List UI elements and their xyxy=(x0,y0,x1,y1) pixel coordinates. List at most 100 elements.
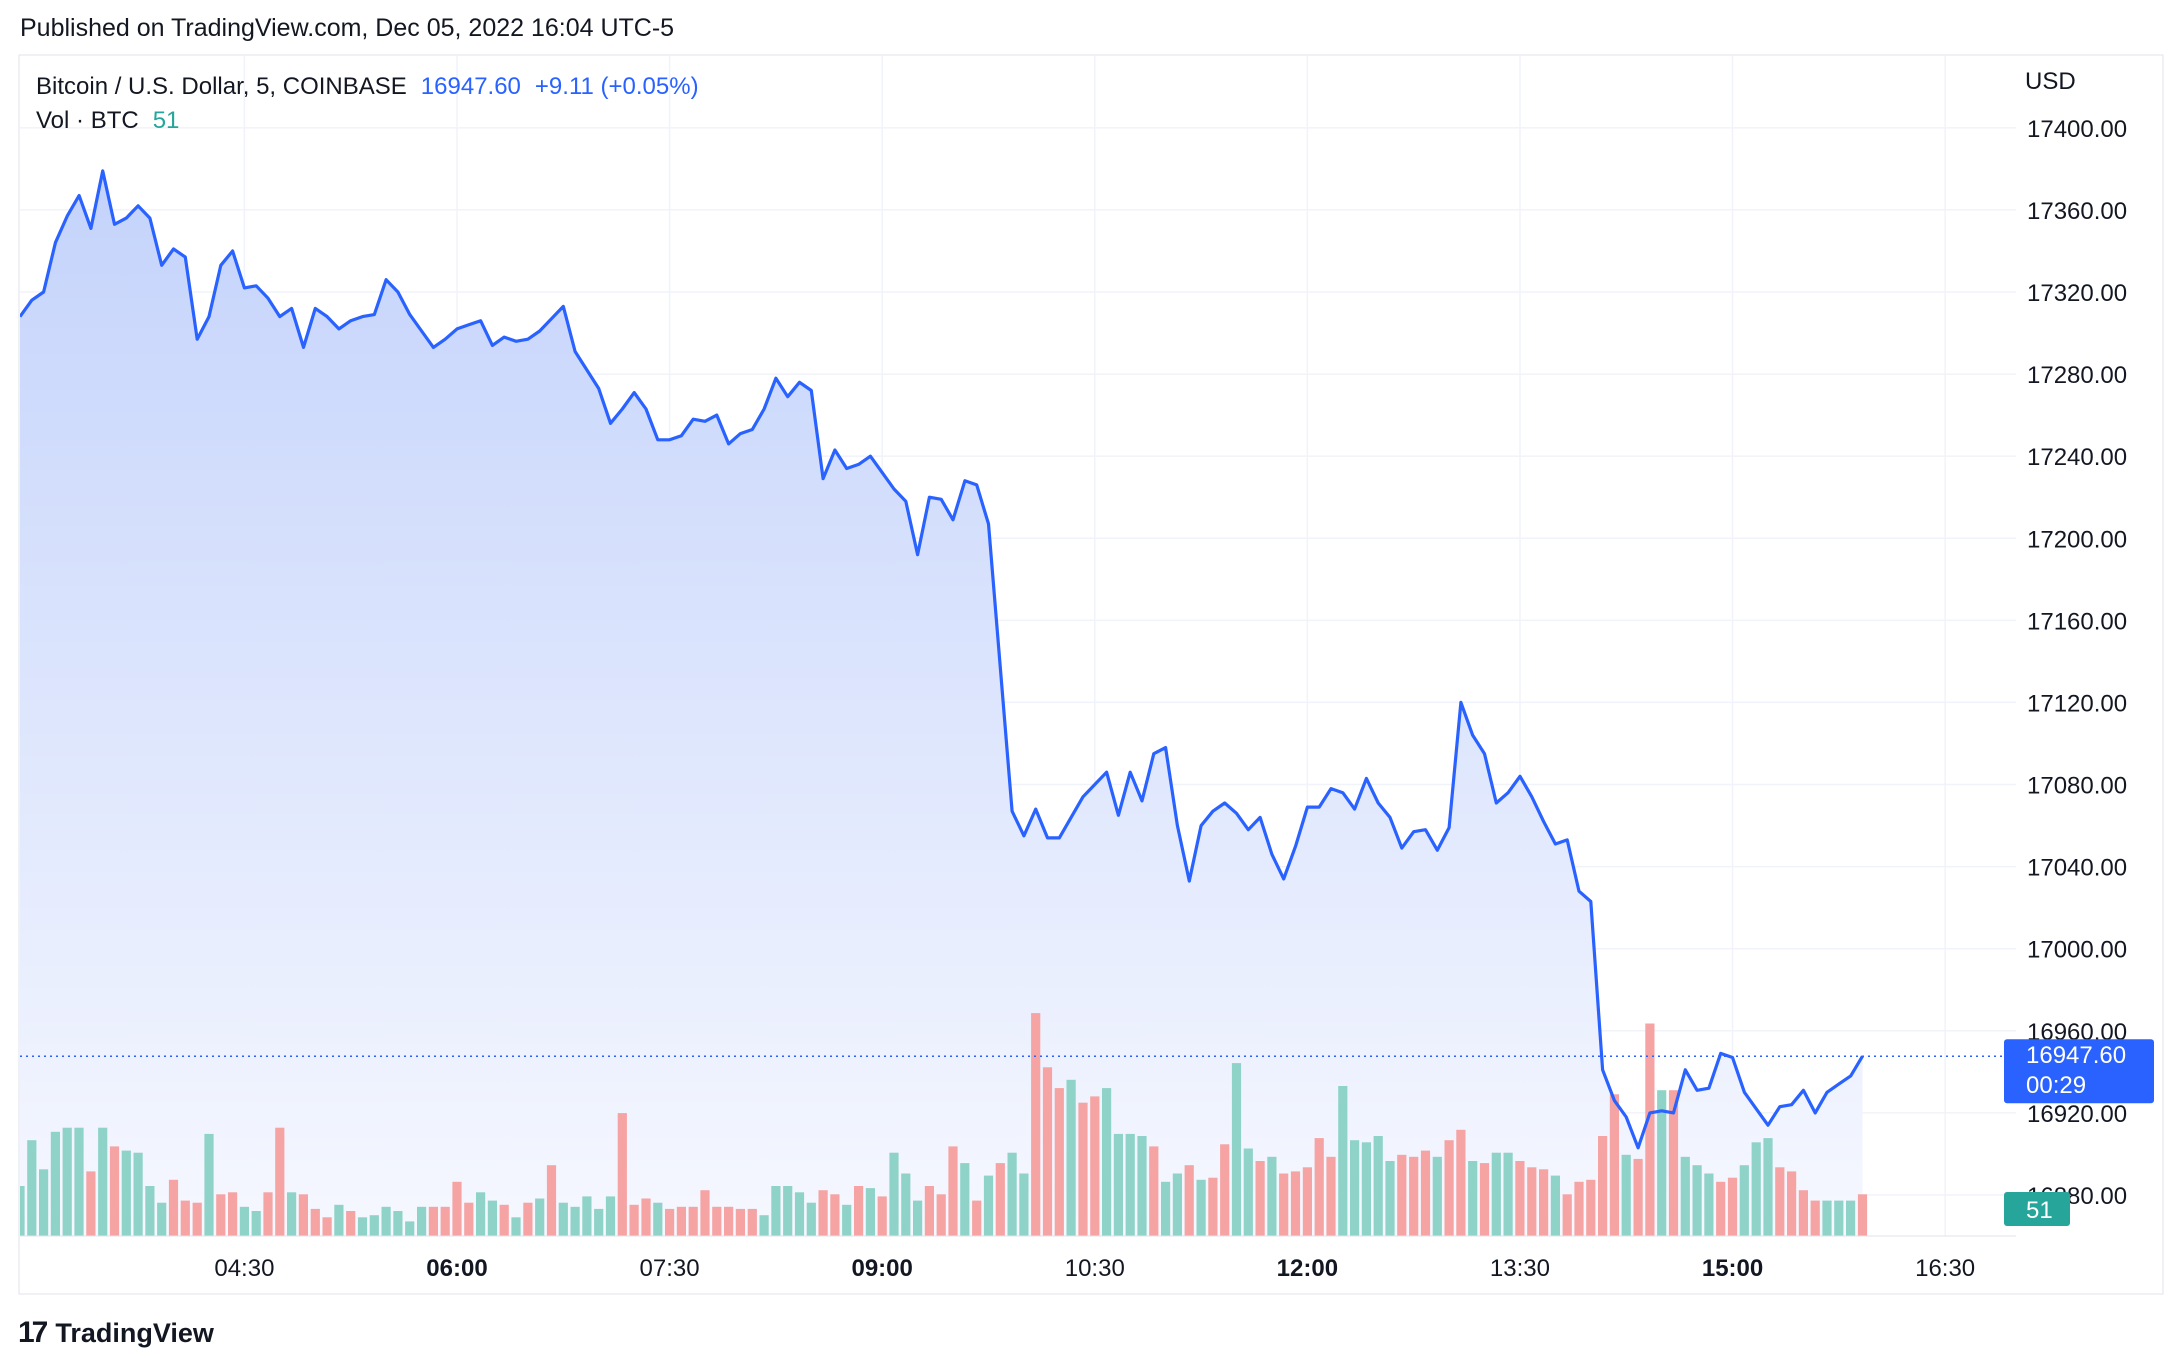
volume-bar xyxy=(936,1194,946,1236)
volume-bar xyxy=(1798,1190,1808,1236)
volume-bar xyxy=(901,1173,911,1236)
volume-bar xyxy=(1598,1136,1608,1236)
bar-countdown: 00:29 xyxy=(2026,1072,2086,1099)
volume-bar xyxy=(263,1192,273,1236)
volume-bar xyxy=(428,1206,438,1236)
last-price-badge-value: 16947.60 xyxy=(2026,1042,2126,1069)
price-tick-label: 17080.00 xyxy=(2027,773,2127,800)
tradingview-brand: TradingView xyxy=(55,1317,214,1348)
time-tick-label: 04:30 xyxy=(214,1255,274,1282)
volume-bar xyxy=(1727,1177,1738,1236)
volume-bar xyxy=(1468,1161,1478,1236)
volume-bar xyxy=(1172,1173,1182,1236)
volume-bar xyxy=(1515,1161,1525,1236)
volume-bar xyxy=(594,1208,604,1236)
volume-bar xyxy=(50,1131,60,1236)
volume-bar xyxy=(688,1206,698,1236)
volume-bar xyxy=(1739,1165,1749,1236)
volume-bar xyxy=(1350,1140,1360,1236)
volume-bar xyxy=(239,1206,249,1236)
volume-bar xyxy=(1609,1094,1619,1236)
volume-bar xyxy=(1668,1090,1679,1236)
volume-bar xyxy=(676,1206,686,1236)
volume-bar xyxy=(1751,1142,1761,1236)
volume-bar xyxy=(1704,1173,1714,1236)
time-tick-label: 12:00 xyxy=(1277,1255,1338,1282)
volume-bar xyxy=(1255,1161,1265,1236)
volume-bar xyxy=(1409,1156,1419,1236)
volume-bar xyxy=(133,1152,143,1236)
price-tick-label: 17000.00 xyxy=(2027,937,2127,964)
volume-bar xyxy=(1113,1133,1123,1236)
price-area-fill xyxy=(20,170,1863,1236)
volume-bar xyxy=(499,1204,509,1236)
last-price-badge xyxy=(2004,1039,2154,1104)
volume-bar xyxy=(275,1127,285,1236)
volume-bar xyxy=(417,1206,427,1236)
volume-bar xyxy=(806,1202,816,1236)
volume-bar xyxy=(109,1146,120,1236)
symbol-title[interactable]: Bitcoin / U.S. Dollar, 5, COINBASE xyxy=(36,73,407,100)
volume-bar xyxy=(712,1206,722,1236)
volume-bar xyxy=(629,1204,639,1236)
volume-bar xyxy=(842,1204,852,1236)
volume-bar xyxy=(1857,1194,1868,1236)
volume-bar xyxy=(1019,1173,1029,1236)
time-tick-label: 15:00 xyxy=(1702,1255,1763,1282)
volume-bar xyxy=(1078,1102,1088,1236)
volume-bar xyxy=(1373,1136,1383,1236)
time-axis[interactable]: 04:30 06:00 07:30 09:00 10:30 12:00 13:30 15:00… xyxy=(214,1255,1975,1282)
volume-bar xyxy=(854,1186,864,1236)
volume-bar xyxy=(1645,1023,1655,1236)
volume-bar xyxy=(1397,1154,1407,1236)
price-line xyxy=(20,169,1864,1150)
volume-bar xyxy=(1042,1067,1053,1236)
volume-bar xyxy=(1279,1173,1289,1236)
volume-bar xyxy=(570,1206,580,1236)
price-tick-label: 17280.00 xyxy=(2027,362,2127,389)
volume-bar xyxy=(546,1165,557,1236)
volume-bar xyxy=(1267,1156,1277,1236)
volume-bar xyxy=(1066,1079,1076,1236)
volume-label[interactable]: Vol · BTC xyxy=(36,107,139,134)
volume-bar xyxy=(251,1211,261,1236)
price-tick-label: 17160.00 xyxy=(2027,608,2127,635)
price-badges: 16947.60 00:29 51 xyxy=(2004,1039,2154,1226)
volume-bar xyxy=(1539,1169,1549,1236)
volume-bar xyxy=(393,1211,403,1236)
volume-bar xyxy=(1326,1156,1336,1236)
volume-bar xyxy=(889,1152,899,1236)
price-area xyxy=(20,170,1863,1236)
volume-bar xyxy=(487,1200,497,1236)
volume-value: 51 xyxy=(153,107,180,134)
volume-bar xyxy=(1031,1013,1041,1236)
volume-bar xyxy=(180,1200,190,1236)
tradingview-footer[interactable]: 17 TradingView xyxy=(18,1316,214,1350)
volume-bar xyxy=(665,1208,675,1236)
volume-bar xyxy=(310,1208,320,1236)
volume-bar xyxy=(1231,1063,1242,1236)
price-tick-label: 17320.00 xyxy=(2027,280,2127,307)
volume-bar xyxy=(877,1196,887,1236)
tradingview-logo-icon: 17 xyxy=(18,1316,48,1349)
price-tick-label: 17240.00 xyxy=(2027,444,2127,471)
volume-bar xyxy=(1385,1161,1395,1236)
volume-bar xyxy=(1290,1171,1301,1236)
volume-bar xyxy=(1586,1179,1596,1236)
volume-bar xyxy=(1763,1138,1773,1236)
time-tick-label: 07:30 xyxy=(640,1255,700,1282)
volume-bar xyxy=(794,1192,805,1236)
volume-bar xyxy=(145,1186,155,1236)
price-tick-label: 16920.00 xyxy=(2027,1101,2127,1128)
volume-bar xyxy=(1149,1146,1159,1236)
volume-bar xyxy=(1456,1129,1466,1236)
volume-bar xyxy=(452,1181,462,1236)
volume-bar xyxy=(523,1202,533,1236)
volume-bar xyxy=(960,1163,970,1236)
volume-bar xyxy=(464,1202,474,1236)
volume-bar xyxy=(1527,1167,1537,1236)
volume-bar xyxy=(983,1175,994,1236)
volume-bar xyxy=(771,1186,781,1236)
